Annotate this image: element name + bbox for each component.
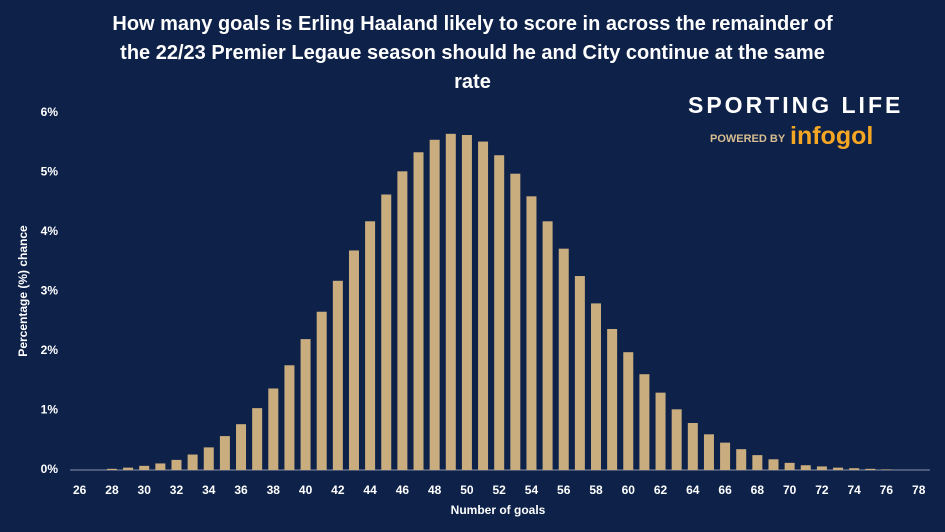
- bar: [639, 374, 650, 470]
- bar: [348, 250, 359, 470]
- x-tick-label: 52: [493, 483, 507, 497]
- bar: [574, 276, 585, 470]
- bar: [478, 141, 489, 470]
- bar: [332, 280, 343, 470]
- x-tick-label: 68: [751, 483, 765, 497]
- x-tick-label: 64: [686, 483, 700, 497]
- x-tick-label: 48: [428, 483, 442, 497]
- bar: [106, 468, 117, 470]
- bar: [123, 467, 134, 470]
- x-tick-label: 26: [73, 483, 87, 497]
- bar: [413, 152, 424, 470]
- x-tick-label: 42: [331, 483, 345, 497]
- logo-powered-by: POWERED BY: [710, 133, 786, 145]
- bar: [397, 171, 408, 470]
- x-tick-label: 50: [460, 483, 474, 497]
- bar: [268, 388, 279, 470]
- bar: [365, 221, 376, 470]
- bar: [461, 135, 472, 470]
- bar: [591, 303, 602, 470]
- bar: [510, 173, 521, 470]
- bar: [494, 155, 505, 470]
- bar: [881, 469, 892, 470]
- bar: [252, 408, 263, 470]
- x-tick-label: 76: [880, 483, 894, 497]
- x-tick-label: 54: [525, 483, 539, 497]
- bar: [316, 311, 327, 470]
- bar: [800, 465, 811, 470]
- y-tick-label: 0%: [41, 462, 59, 476]
- chart-title: How many goals is Erling Haaland likely …: [112, 13, 833, 93]
- bar: [139, 465, 150, 470]
- bar: [219, 436, 230, 470]
- x-tick-label: 44: [363, 483, 377, 497]
- x-tick-label: 70: [783, 483, 797, 497]
- bar: [865, 468, 876, 470]
- x-axis-label: Number of goals: [451, 503, 546, 517]
- x-tick-label: 36: [234, 483, 248, 497]
- bar: [542, 221, 553, 470]
- bar: [607, 328, 618, 470]
- logo-brand: infogol: [790, 122, 874, 150]
- x-tick-label: 66: [718, 483, 732, 497]
- bar: [671, 409, 682, 470]
- bar: [171, 459, 182, 470]
- bar: [784, 462, 795, 470]
- x-tick-label: 56: [557, 483, 571, 497]
- x-tick-label: 34: [202, 483, 216, 497]
- bar: [155, 463, 166, 470]
- bar: [284, 365, 295, 470]
- bar: [703, 434, 714, 470]
- bar: [655, 392, 666, 470]
- bar: [187, 454, 198, 470]
- x-tick-label: 60: [622, 483, 636, 497]
- bar: [720, 442, 731, 470]
- y-tick-label: 3%: [41, 284, 59, 298]
- bar: [816, 466, 827, 470]
- bar: [429, 139, 440, 470]
- x-tick-label: 58: [589, 483, 603, 497]
- x-tick-label: 78: [912, 483, 926, 497]
- y-tick-label: 2%: [41, 343, 59, 357]
- logo-name: SPORTING LIFE: [688, 92, 904, 118]
- y-tick-label: 6%: [41, 105, 59, 119]
- bar: [736, 449, 747, 470]
- bar: [445, 133, 456, 470]
- bar: [558, 248, 569, 470]
- bar: [768, 459, 779, 470]
- bar: [381, 194, 392, 470]
- x-tick-label: 74: [847, 483, 861, 497]
- y-tick-label: 4%: [41, 224, 59, 238]
- bar: [300, 339, 311, 470]
- x-tick-label: 32: [170, 483, 184, 497]
- bar: [687, 422, 698, 470]
- x-tick-label: 46: [396, 483, 410, 497]
- y-axis-label: Percentage (%) chance: [16, 225, 30, 357]
- bar: [849, 468, 860, 470]
- bar: [203, 447, 214, 470]
- x-tick-label: 28: [105, 483, 119, 497]
- x-tick-label: 62: [654, 483, 668, 497]
- x-tick-label: 72: [815, 483, 829, 497]
- bar: [833, 467, 844, 470]
- y-tick-label: 5%: [41, 165, 59, 179]
- y-tick-label: 1%: [41, 403, 59, 417]
- x-tick-label: 38: [267, 483, 281, 497]
- bar: [752, 455, 763, 470]
- bar: [236, 424, 247, 470]
- bar: [526, 196, 537, 471]
- x-tick-label: 30: [138, 483, 152, 497]
- bar: [623, 352, 634, 470]
- x-tick-label: 40: [299, 483, 313, 497]
